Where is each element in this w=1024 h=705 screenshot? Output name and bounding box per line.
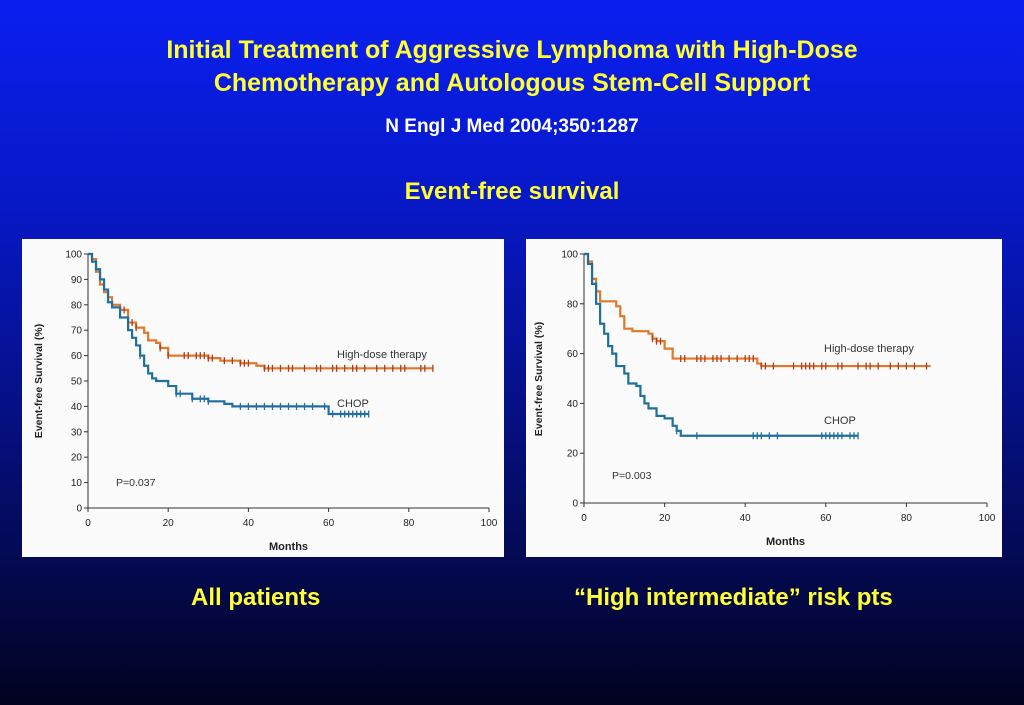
x-tick-label: 20 [659,513,671,524]
y-axis-label: Event-free Survival (%) [33,324,45,438]
y-tick-label: 10 [71,478,83,489]
x-axis-label: Months [766,536,805,548]
x-tick-label: 40 [740,513,752,524]
y-tick-label: 40 [567,399,579,410]
slide-title: Initial Treatment of Aggressive Lymphoma… [0,34,1024,100]
x-tick-label: 100 [979,513,996,524]
series-label-chop: CHOP [337,398,369,410]
chart-panel-all-patients: 0 10 20 30 40 50 60 70 80 90 100 0 20 40 60 80 100 Months… [22,239,504,557]
slide-title-line-2: Chemotherapy and Autologous Stem-Cell Su… [213,69,811,97]
y-tick-label: 30 [71,427,83,438]
caption-all-patients: All patients [191,584,321,611]
x-tick-label: 80 [901,513,913,524]
y-axis-label: Event-free Survival (%) [533,322,545,436]
x-tick-label: 60 [323,518,335,529]
chart-panel-high-intermediate: 0 20 40 60 80 100 0 20 40 60 80 100 Months Event-free… [526,239,1002,557]
survival-curve-chop [88,252,369,416]
y-tick-label: 20 [71,453,83,464]
y-tick-label: 90 [71,275,83,286]
y-tick-label: 0 [76,504,82,515]
series-label-hdt: High-dose therapy [824,343,914,355]
chart-all-patients: 0 10 20 30 40 50 60 70 80 90 100 0 20 40 60 80 100 Months… [33,250,498,554]
y-tick-label: 40 [71,402,83,413]
y-tick-label: 80 [71,300,83,311]
x-tick-label: 0 [581,513,587,524]
chart-high-intermediate: 0 20 40 60 80 100 0 20 40 60 80 100 Months Event-free… [533,250,996,549]
x-tick-label: 80 [403,518,415,529]
y-tick-label: 100 [561,250,578,261]
caption-high-intermediate: “High intermediate” risk pts [574,584,893,611]
x-tick-label: 0 [85,518,91,529]
p-value-label: P=0.037 [116,477,156,489]
y-tick-label: 80 [567,299,579,310]
survival-curve-chop [584,252,859,437]
series-label-chop: CHOP [824,415,856,427]
citation: N Engl J Med 2004;350:1287 [385,116,639,137]
x-axis-label: Months [269,541,308,553]
y-tick-label: 60 [71,351,83,362]
y-tick-label: 60 [567,349,579,360]
y-tick-label: 70 [71,326,83,337]
p-value-label: P=0.003 [612,470,652,482]
x-tick-label: 40 [243,518,255,529]
y-tick-label: 0 [572,499,578,510]
chart-subtitle: Event-free survival [404,178,620,205]
x-tick-label: 20 [163,518,175,529]
x-tick-label: 60 [820,513,832,524]
slide-title-line-1: Initial Treatment of Aggressive Lymphoma… [166,36,858,64]
x-tick-label: 100 [481,518,498,529]
y-tick-label: 100 [65,250,82,261]
y-tick-label: 20 [567,449,579,460]
series-label-hdt: High-dose therapy [337,349,427,361]
y-tick-label: 50 [71,377,83,388]
